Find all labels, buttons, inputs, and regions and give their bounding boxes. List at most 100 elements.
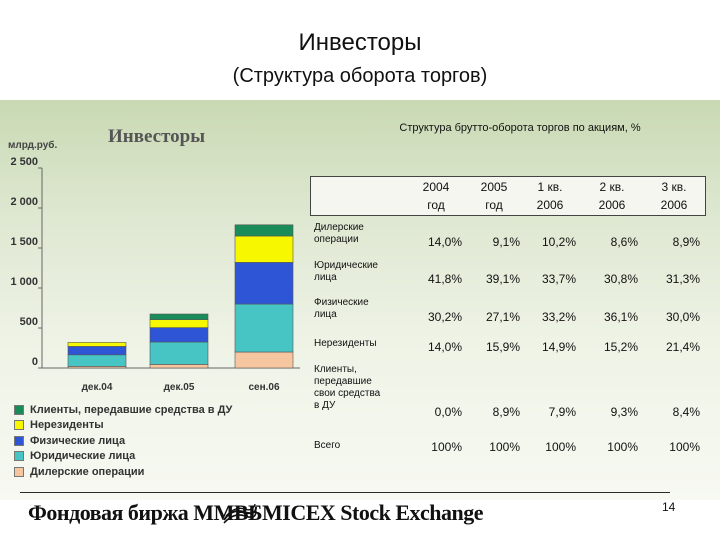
legend-swatch: [14, 420, 24, 431]
row-label-line: в ДУ: [314, 400, 336, 411]
x-category-label: сен.06: [248, 382, 280, 393]
row-label-line: операции: [314, 234, 359, 245]
bar-segment: [234, 351, 294, 369]
table-cell: 10,2%: [541, 235, 576, 249]
bar-segment: [234, 235, 294, 263]
table-cell: 100%: [545, 440, 576, 454]
table-cell: 14,0%: [427, 340, 462, 354]
content-panel: [0, 100, 720, 500]
legend-item: Юридические лица: [14, 449, 232, 465]
legend-swatch: [14, 435, 24, 446]
table-column-header: 3 кв. 2006: [644, 178, 704, 214]
table-row-label: Дилерские операции: [314, 222, 364, 246]
table-cell: 8,9%: [672, 235, 700, 249]
legend-label: Физические лица: [30, 434, 126, 447]
bar-segment: [149, 319, 209, 328]
column-header-line: 2005: [480, 180, 508, 194]
column-header-line: 3 кв.: [661, 180, 687, 194]
bar-segment: [234, 303, 294, 353]
table-cell: 14,9%: [541, 340, 576, 354]
chart-legend: Клиенты, передавшие средства в ДУ Нерезид…: [14, 402, 232, 480]
bar-segment: [149, 364, 209, 369]
table-header-box: [310, 176, 706, 216]
table-column-header: 1 кв. 2006: [520, 178, 580, 214]
panel-title: Инвесторы: [108, 126, 206, 147]
row-label-line: свои средства: [314, 388, 381, 399]
table-cell: 7,9%: [548, 405, 576, 419]
table-cell: 15,2%: [603, 340, 638, 354]
table-cell: 21,4%: [665, 340, 700, 354]
legend-label: Юридические лица: [30, 450, 136, 463]
row-label-line: Всего: [314, 440, 341, 451]
bar-segment: [149, 327, 209, 343]
table-cell: 14,0%: [427, 235, 462, 249]
y-tick-label: 2 000: [10, 196, 38, 208]
bar-segment: [67, 342, 127, 347]
exchange-logo-icon: [223, 503, 257, 524]
column-header-line: 2004: [422, 180, 450, 194]
y-tick-label: 0: [32, 356, 38, 368]
table-cell: 33,7%: [541, 272, 576, 286]
slide-title: Инвесторы: [298, 29, 422, 56]
legend-swatch: [14, 466, 24, 477]
logo-text-ru: Фондовая биржа ММВБ: [28, 500, 263, 525]
logo-text-en: MICEX Stock Exchange: [262, 500, 484, 525]
legend-item: Клиенты, передавшие средства в ДУ: [14, 402, 232, 418]
table-cell: 100%: [431, 440, 462, 454]
table-cell: 8,6%: [610, 235, 638, 249]
page-number: 14: [662, 500, 676, 514]
bar-segment: [149, 341, 209, 365]
y-tick-label: 1 500: [10, 236, 38, 248]
table-row-label: Физические лица: [314, 297, 369, 321]
table-cell: 30,2%: [427, 310, 462, 324]
table-title: Структура брутто-оборота торгов по акция…: [399, 122, 641, 134]
bar-segment: [67, 346, 127, 356]
table-cell: 8,9%: [492, 405, 520, 419]
column-header-line: 2006: [536, 198, 564, 212]
table-column-header: 2 кв. 2006: [582, 178, 642, 214]
bar-segment: [234, 262, 294, 305]
legend-item: Физические лица: [14, 433, 232, 449]
row-label-line: Юридические: [314, 260, 378, 271]
row-label-line: Дилерские: [314, 222, 364, 233]
table-cell: 31,3%: [665, 272, 700, 286]
column-header-line: 2 кв.: [599, 180, 625, 194]
legend-label: Дилерские операции: [30, 465, 145, 478]
bar-segment: [67, 354, 127, 367]
title-block: Инвесторы (Структура оборота торгов): [0, 28, 720, 90]
table-cell: 39,1%: [485, 272, 520, 286]
table-cell: 8,4%: [672, 405, 700, 419]
row-label-line: Клиенты,: [314, 364, 357, 375]
table-cell: 41,8%: [427, 272, 462, 286]
column-header-line: год: [427, 198, 445, 212]
table-cell: 30,0%: [665, 310, 700, 324]
column-header-line: 1 кв.: [537, 180, 563, 194]
table-cell: 100%: [669, 440, 700, 454]
y-tick-label: 2 500: [10, 156, 38, 168]
legend-label: Клиенты, передавшие средства в ДУ: [30, 403, 233, 416]
row-label-line: лица: [314, 309, 337, 320]
x-category-label: дек.05: [164, 382, 195, 393]
table-cell: 9,1%: [492, 235, 520, 249]
column-header-line: 2006: [660, 198, 688, 212]
table-cell: 27,1%: [485, 310, 520, 324]
column-header-line: 2006: [598, 198, 626, 212]
table-row-label: Юридические лица: [314, 260, 378, 284]
table-cell: 15,9%: [485, 340, 520, 354]
table-cell: 9,3%: [610, 405, 638, 419]
row-label-line: передавшие: [314, 376, 372, 387]
row-label-line: Нерезиденты: [314, 338, 377, 349]
legend-item: Дилерские операции: [14, 464, 232, 480]
table-column-header: 2005 год: [464, 178, 524, 214]
footer-divider: [20, 492, 670, 493]
table-cell: 0,0%: [434, 405, 462, 419]
table-cell: 100%: [489, 440, 520, 454]
legend-item: Нерезиденты: [14, 418, 232, 434]
table-cell: 33,2%: [541, 310, 576, 324]
row-label-line: Физические: [314, 297, 369, 308]
y-tick-label: 1 000: [10, 276, 38, 288]
table-column-header: 2004 год: [406, 178, 466, 214]
legend-swatch: [14, 451, 24, 462]
x-category-label: дек.04: [82, 382, 113, 393]
